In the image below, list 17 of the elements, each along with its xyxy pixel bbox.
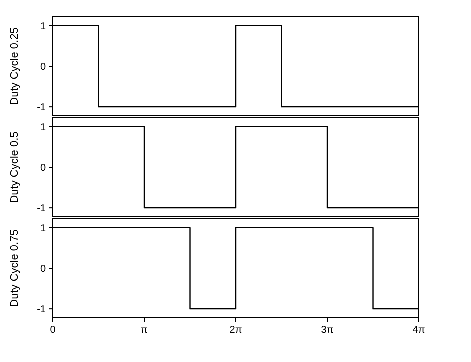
y-tick-label: 0 bbox=[40, 264, 46, 275]
x-tick-label: 0 bbox=[50, 325, 56, 336]
x-tick-label: 3π bbox=[321, 325, 334, 336]
y-tick-label: -1 bbox=[37, 304, 46, 316]
y-tick-label: 1 bbox=[40, 21, 46, 32]
y-tick-label: -1 bbox=[37, 204, 46, 215]
y-tick-label: 1 bbox=[40, 223, 46, 234]
x-tick-label: 4π bbox=[412, 325, 426, 336]
y-axis-title: Duty Cycle 0.75 bbox=[9, 230, 21, 308]
x-tick-label: π bbox=[141, 325, 148, 336]
y-axis-title: Duty Cycle 0.25 bbox=[9, 28, 21, 106]
y-axis-title: Duty Cycle 0.5 bbox=[9, 132, 21, 204]
y-tick-label: 0 bbox=[40, 62, 46, 73]
y-tick-label: 0 bbox=[40, 163, 46, 174]
x-tick-label: 2π bbox=[230, 325, 242, 336]
y-tick-label: 1 bbox=[40, 122, 46, 134]
y-tick-label: -1 bbox=[37, 102, 46, 114]
